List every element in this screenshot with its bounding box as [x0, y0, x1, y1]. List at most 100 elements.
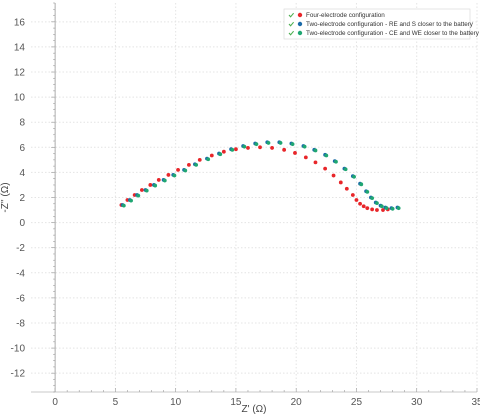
data-point [338, 180, 343, 185]
y-tick-label: -8 [16, 318, 25, 329]
y-tick-label: 16 [14, 17, 26, 28]
y-tick-label: 10 [14, 93, 26, 104]
data-point [254, 142, 259, 147]
legend-label: Four-electrode configuration [306, 12, 385, 19]
data-point [246, 146, 250, 150]
x-axis-label: Z' (Ω) [242, 404, 267, 415]
data-point [293, 151, 297, 155]
y-tick-label: 0 [19, 218, 25, 229]
legend-marker [297, 12, 303, 18]
data-point [381, 208, 385, 212]
data-point [162, 178, 167, 183]
data-point [270, 146, 274, 150]
data-points [119, 140, 401, 212]
data-point [136, 193, 141, 198]
data-point [172, 173, 177, 178]
y-axis-label: -Z'' (Ω) [0, 182, 11, 212]
data-point [303, 155, 308, 160]
data-point [350, 193, 355, 197]
data-point [359, 182, 364, 187]
data-point [156, 178, 161, 182]
data-point [278, 141, 283, 145]
data-point [290, 142, 295, 147]
legend-label: Two-electrode configuration - RE and S c… [306, 21, 474, 28]
data-point [242, 144, 247, 149]
legend-item[interactable]: Two-electrode configuration - RE and S c… [288, 21, 474, 28]
legend-item[interactable]: Two-electrode configuration - CE and WE … [288, 30, 480, 37]
y-tick-label: 2 [19, 193, 25, 204]
data-point [331, 173, 336, 178]
data-point [144, 188, 149, 193]
tick-labels: 0 5 10 15 20 25 30 35 -12 -10 -8 -6 -4 -2 0 2 4 6 8 10 12 14 1… [11, 17, 480, 408]
y-tick-label: 14 [14, 42, 26, 53]
y-tick-label: 4 [19, 168, 25, 179]
series-0-points [119, 145, 390, 212]
grid-lines [31, 3, 478, 392]
data-point [313, 148, 318, 153]
data-point [323, 166, 328, 171]
y-tick-label: -6 [16, 293, 25, 304]
checkbox-check-icon[interactable] [288, 12, 295, 18]
legend-label: Two-electrode configuration - CE and WE … [306, 30, 480, 37]
data-point [396, 206, 401, 211]
data-point [230, 147, 235, 152]
axes [31, 2, 478, 393]
x-tick-label: 5 [113, 397, 119, 408]
data-point [358, 201, 362, 206]
data-point [209, 153, 214, 158]
data-point [218, 152, 223, 157]
data-point [197, 157, 202, 162]
data-point [375, 208, 379, 212]
data-point [384, 206, 389, 211]
data-point [129, 198, 133, 203]
data-point [324, 153, 329, 158]
data-point [221, 149, 226, 154]
data-point [344, 186, 349, 191]
data-point [379, 204, 384, 209]
series-2-points [121, 141, 401, 211]
data-point [313, 160, 318, 165]
checkbox-check-icon[interactable] [288, 30, 295, 36]
data-point [365, 189, 370, 194]
y-tick-label: 8 [19, 118, 25, 129]
data-point [354, 198, 359, 202]
y-tick-label: -12 [11, 369, 26, 380]
data-point [258, 145, 262, 150]
data-point [361, 204, 366, 209]
data-point [375, 201, 379, 206]
data-point [139, 188, 144, 192]
data-point [370, 207, 375, 212]
data-point [365, 206, 370, 211]
data-point [153, 183, 158, 188]
checkbox-check-icon[interactable] [288, 21, 295, 27]
data-point [352, 174, 356, 179]
data-point [148, 183, 153, 187]
legend-marker [297, 30, 303, 36]
data-point [176, 167, 180, 172]
data-point [206, 157, 211, 162]
x-tick-label: 10 [170, 397, 182, 408]
data-point [187, 162, 191, 167]
x-tick-label: 0 [52, 397, 58, 408]
legend-item[interactable]: Four-electrode configuration [288, 12, 385, 19]
y-tick-label: -4 [16, 268, 25, 279]
data-point [334, 159, 338, 164]
data-point [282, 147, 287, 152]
legend[interactable]: Four-electrode configuration Two-electrod… [283, 8, 480, 40]
y-tick-label: -2 [16, 243, 25, 254]
legend-box [283, 8, 471, 40]
data-point [166, 173, 171, 177]
data-point [302, 144, 307, 149]
legend-marker [297, 21, 303, 27]
x-tick-label: 15 [230, 397, 242, 408]
data-point [266, 141, 271, 145]
data-point [370, 196, 375, 201]
data-point [343, 167, 348, 172]
data-point [234, 147, 238, 152]
data-point [183, 168, 188, 173]
data-point [390, 206, 395, 211]
x-tick-label: 20 [291, 397, 303, 408]
x-tick-label: 25 [351, 397, 363, 408]
y-tick-label: -10 [11, 344, 26, 355]
data-point [121, 203, 126, 208]
